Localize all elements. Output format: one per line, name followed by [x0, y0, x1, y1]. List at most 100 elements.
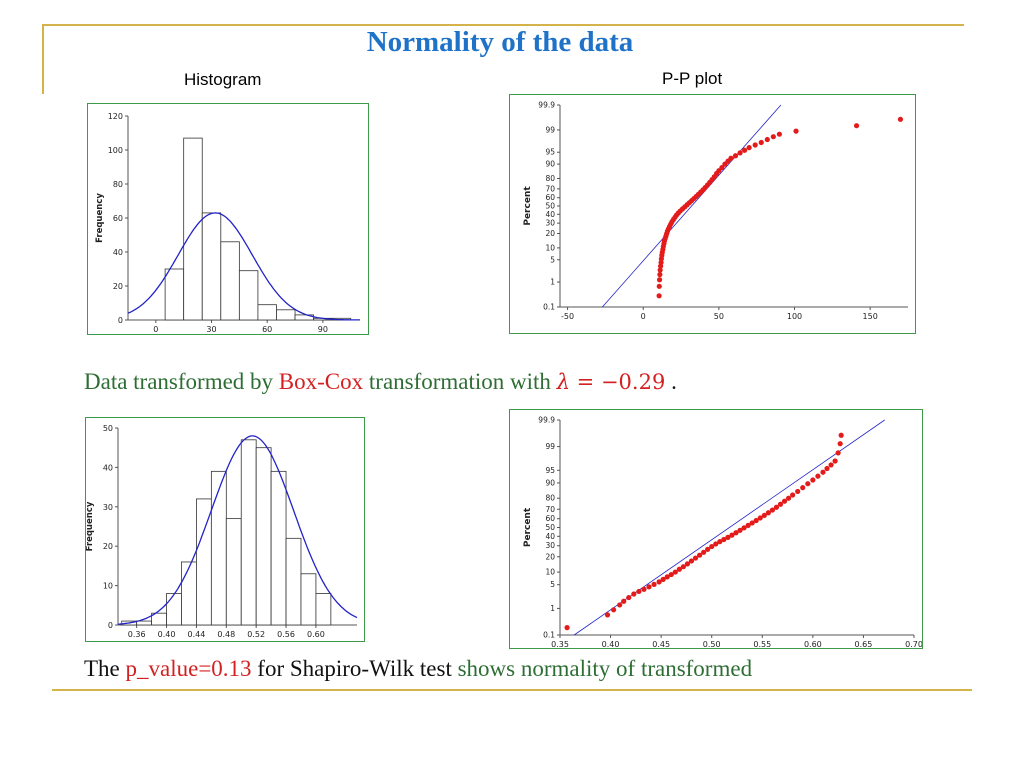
data-point [853, 123, 860, 129]
data-point [765, 510, 771, 516]
data-point [660, 576, 666, 582]
data-point [770, 134, 776, 140]
data-point [631, 591, 637, 597]
data-point [810, 477, 816, 483]
data-point [717, 539, 723, 545]
x-tick-label: -50 [561, 312, 574, 321]
data-point [701, 549, 707, 555]
data-point [672, 569, 678, 575]
data-point [611, 607, 617, 613]
y-tick-label: 60 [545, 514, 555, 523]
data-point [824, 465, 830, 472]
data-point [564, 625, 570, 631]
data-point [719, 164, 725, 171]
data-point [805, 481, 811, 487]
y-tick-label: 99 [545, 125, 555, 134]
histogram-label: Histogram [184, 70, 262, 89]
data-point [725, 534, 731, 540]
data-point [837, 441, 843, 447]
histogram-bar [300, 573, 317, 626]
x-tick-label: 0.40 [602, 640, 620, 648]
data-point [773, 504, 780, 510]
data-point [815, 473, 821, 479]
y-tick-label: 99 [545, 442, 555, 451]
caption-text: Data transformed by [84, 369, 279, 394]
y-tick-label: 20 [545, 552, 555, 561]
data-point [641, 586, 647, 592]
lambda-symbol: λ [556, 370, 570, 394]
data-point [781, 498, 788, 504]
data-point [676, 566, 682, 572]
data-point [753, 517, 759, 524]
data-point [757, 515, 763, 521]
caption-conclusion: shows normality of transformed [457, 656, 753, 681]
y-tick-label: 60 [113, 214, 123, 223]
data-point [761, 512, 767, 519]
histogram-bar [183, 137, 203, 321]
y-tick-label: 95 [545, 466, 555, 475]
y-tick-label: 30 [545, 541, 555, 550]
y-tick-label: 20 [545, 229, 555, 238]
data-point [769, 507, 775, 513]
data-point [752, 142, 758, 148]
pp-plot-label: P-P plot [662, 69, 723, 88]
data-point [657, 267, 663, 273]
data-point [668, 571, 674, 578]
y-tick-label: 10 [545, 243, 555, 252]
y-axis-label: Percent [523, 507, 533, 547]
x-tick-label: 0 [641, 312, 646, 321]
data-point [764, 136, 770, 143]
chart-pp-transformed: 0.1 1 5 10 20 30 40 50 60 70 80 90 95 99 99.9 0.35 0.40 0… [509, 409, 923, 649]
y-tick-label: 5 [550, 255, 555, 264]
y-tick-label: 99.9 [538, 416, 555, 425]
data-point [656, 277, 663, 283]
data-point [746, 145, 752, 151]
x-tick-label: 0.65 [855, 640, 873, 648]
data-point [626, 594, 632, 601]
data-point [793, 128, 799, 134]
caption-text: for Shapiro-Wilk test [251, 656, 458, 681]
data-point [758, 139, 764, 146]
histogram-bar [240, 439, 257, 626]
data-point [785, 495, 792, 501]
y-tick-label: 95 [545, 148, 555, 157]
histogram-bar [255, 447, 272, 626]
y-axis-label: Frequency [95, 193, 105, 243]
histogram-bar [166, 593, 182, 626]
y-tick-label: 120 [108, 112, 123, 121]
histogram-bar [225, 518, 242, 626]
data-point [728, 155, 734, 161]
x-tick-label: 0 [153, 325, 158, 334]
data-point [745, 522, 751, 529]
y-tick-label: 30 [545, 219, 555, 228]
x-tick-label: 90 [318, 325, 328, 334]
caption-text: transformation with [363, 369, 557, 394]
data-point [713, 541, 719, 547]
y-tick-label: 40 [113, 248, 123, 257]
histogram-bar [315, 593, 332, 626]
data-point [688, 558, 695, 564]
lambda-value: = −0.29 [570, 370, 666, 394]
data-point [680, 564, 686, 570]
data-point [617, 602, 623, 608]
x-tick-label: 0.35 [551, 640, 569, 648]
data-point [646, 584, 652, 590]
x-tick-label: 0.56 [277, 630, 295, 639]
y-tick-label: 20 [113, 282, 123, 291]
y-tick-label: 80 [545, 494, 555, 503]
y-tick-label: 0 [118, 316, 123, 325]
fit-line [573, 419, 885, 636]
histogram-bar [238, 270, 259, 321]
data-point [790, 492, 796, 498]
y-tick-label: 90 [545, 160, 555, 169]
bottom-rule [52, 689, 972, 691]
y-tick-label: 0 [108, 621, 113, 630]
normal-curve [117, 435, 358, 625]
histogram-bar [276, 309, 296, 321]
x-tick-label: 0.52 [247, 630, 265, 639]
data-point [721, 536, 727, 543]
histogram-bar [220, 241, 240, 321]
y-axis-label: Percent [523, 186, 533, 226]
data-point [741, 147, 748, 153]
x-tick-label: 50 [714, 312, 724, 321]
